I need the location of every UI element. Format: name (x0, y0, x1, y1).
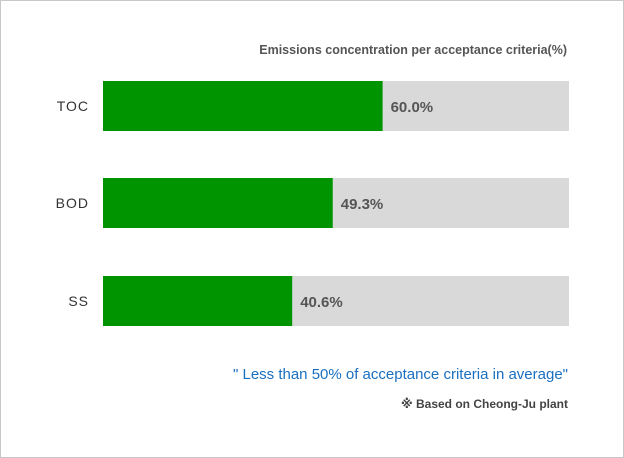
value-label-bod: 49.3% (341, 196, 384, 213)
category-label-ss: SS (68, 293, 89, 309)
category-label-toc: TOC (57, 98, 89, 114)
basis-note: ※ Based on Cheong-Ju plant (400, 397, 568, 411)
bar-toc (103, 81, 383, 131)
category-label-bod: BOD (56, 195, 89, 211)
bar-ss (103, 276, 293, 326)
chart-title: Emissions concentration per acceptance c… (259, 43, 567, 57)
value-label-toc: 60.0% (391, 99, 434, 116)
value-label-ss: 40.6% (300, 294, 343, 311)
bar-bod (103, 178, 333, 228)
summary-note: " Less than 50% of acceptance criteria i… (232, 366, 568, 383)
